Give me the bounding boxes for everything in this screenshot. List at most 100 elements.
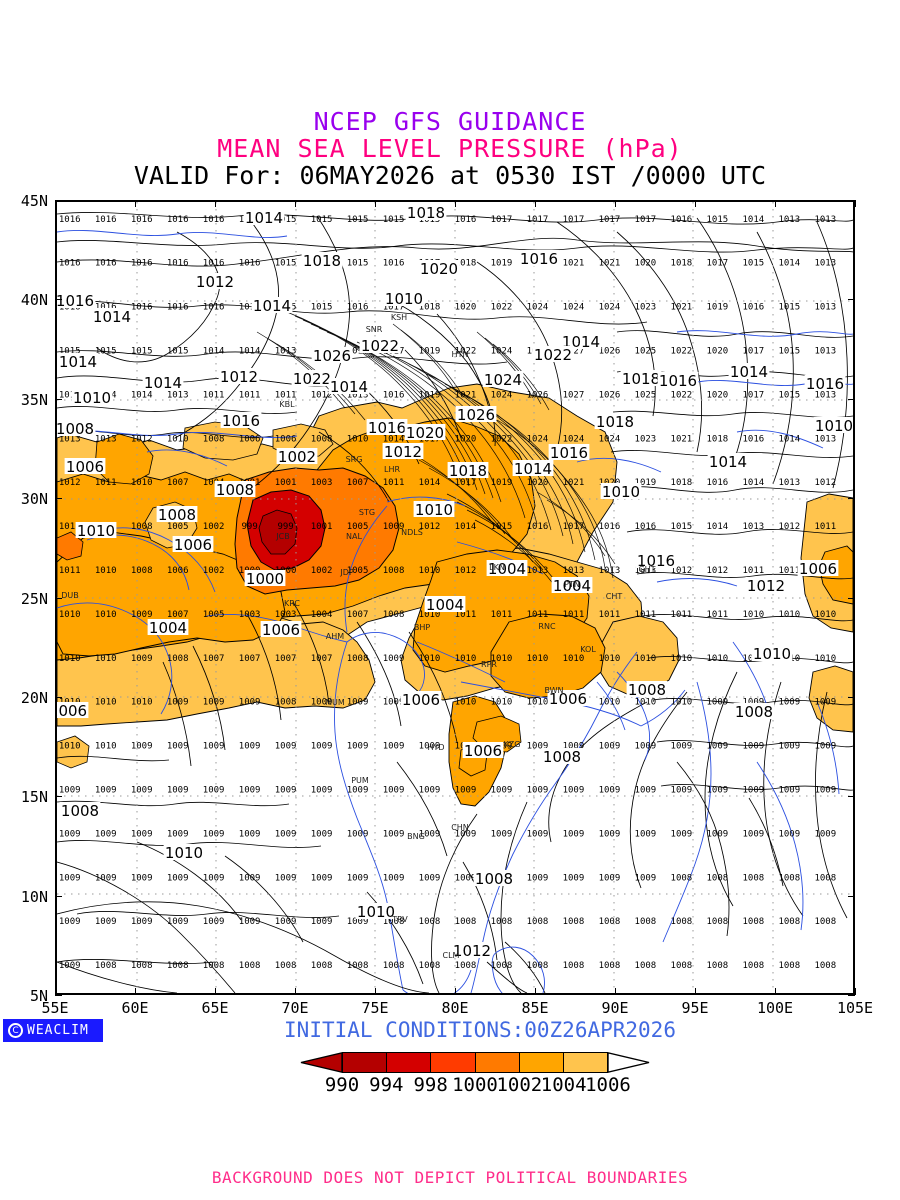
grid-pressure-value: 1008 <box>347 961 369 971</box>
axis-tick <box>215 988 216 995</box>
grid-pressure-value: 1013 <box>635 566 657 576</box>
grid-pressure-value: 1009 <box>419 873 441 883</box>
grid-pressure-value: 1008 <box>491 917 513 927</box>
title-line-valid-time: VALID For: 06MAY2026 at 0530 IST /0000 U… <box>133 161 767 190</box>
axis-tick <box>375 988 376 995</box>
grid-pressure-value: 1020 <box>455 434 477 444</box>
contour-label: 1008 <box>735 703 773 721</box>
grid-pressure-value: 1011 <box>239 390 261 400</box>
grid-pressure-value: 1011 <box>275 390 297 400</box>
contour-label: 1018 <box>596 413 634 431</box>
city-label-clm: CLM <box>443 951 460 960</box>
grid-pressure-value: 1002 <box>203 522 225 532</box>
grid-pressure-value: 1011 <box>814 522 836 532</box>
contour-label-bg <box>163 844 205 860</box>
grid-pressure-value: 1019 <box>419 346 441 356</box>
weaclim-label: WEACLIM <box>27 1023 89 1038</box>
grid-pressure-value: 1008 <box>778 917 800 927</box>
copyright-icon: C <box>8 1023 23 1038</box>
grid-pressure-value: 1007 <box>167 478 189 488</box>
grid-pressure-value: 1009 <box>347 917 369 927</box>
grid-pressure-value: 1008 <box>707 917 729 927</box>
city-label-bng: BNG <box>407 832 425 841</box>
contour-label: 1022 <box>361 337 399 355</box>
contour-label-bg <box>547 690 589 706</box>
grid-pressure-value: 1008 <box>311 434 333 444</box>
city-label-rpr: RPR <box>481 660 497 669</box>
grid-pressure-value: 1019 <box>707 303 729 313</box>
grid-pressure-value: 1020 <box>635 259 657 269</box>
grid-pressure-value: 1024 <box>599 303 621 313</box>
grid-pressure-value: 1016 <box>95 215 117 225</box>
grid-pressure-value: 1009 <box>742 742 764 752</box>
grid-pressure-value: 1008 <box>131 522 153 532</box>
grid-pressure-value: 1009 <box>383 698 405 708</box>
grid-pressure-value: 1015 <box>311 215 333 225</box>
axis-tick <box>295 200 296 207</box>
grid-pressure-value: 1011 <box>59 522 81 532</box>
grid-pressure-value: 1012 <box>419 522 441 532</box>
city-label-nal: NAL <box>346 532 362 541</box>
grid-pressure-value: 1008 <box>131 566 153 576</box>
grid-pressure-value: 1009 <box>167 873 189 883</box>
contour-label-bg <box>59 802 101 818</box>
grid-pressure-value: 1016 <box>383 390 405 400</box>
grid-pressure-value: 1015 <box>311 303 333 313</box>
grid-pressure-value: 1009 <box>167 742 189 752</box>
contour-label-bg <box>462 742 504 758</box>
colorbar-tick-990: 990 <box>324 1074 360 1096</box>
contour-label-bg <box>473 870 515 886</box>
grid-pressure-value: 1009 <box>95 917 117 927</box>
grid-pressure-value: 1009 <box>347 873 369 883</box>
grid-pressure-value: 1013 <box>814 346 836 356</box>
grid-pressure-value: 1009 <box>383 873 405 883</box>
grid-pressure-value: 1014 <box>383 434 405 444</box>
axis-tick <box>55 200 62 201</box>
grid-pressure-value: 1013 <box>814 390 836 400</box>
city-label-hyd: HYD <box>427 743 444 752</box>
grid-pressure-value: 1015 <box>778 390 800 400</box>
grid-pressure-value: 1009 <box>455 829 477 839</box>
weaclim-logo[interactable]: C WEACLIM <box>3 1019 103 1042</box>
contour-label-bg <box>635 552 677 568</box>
contour-label-bg <box>551 577 593 593</box>
grid-pressure-value: 1011 <box>563 610 585 620</box>
grid-pressure-value: 1013 <box>563 566 585 576</box>
grid-pressure-value: 1002 <box>203 566 225 576</box>
contour-label-bg <box>366 419 408 435</box>
lat-tick-15N: 15N <box>20 788 48 807</box>
axis-tick <box>775 200 776 207</box>
axis-tick <box>455 200 456 207</box>
contour-label-bg <box>355 903 397 919</box>
grid-pressure-value: 1015 <box>59 346 81 356</box>
grid-pressure-value: 1010 <box>455 698 477 708</box>
city-label-kbl: KBL <box>279 400 295 409</box>
colorbar[interactable]: 990 994 998 1000 1002 1004 1006 <box>300 1052 650 1098</box>
grid-pressure-value: 1016 <box>203 303 225 313</box>
grid-pressure-value: 1015 <box>131 346 153 356</box>
grid-pressure-value: 1009 <box>383 829 405 839</box>
grid-pressure-value: 1009 <box>527 829 549 839</box>
grid-pressure-value: 1015 <box>167 346 189 356</box>
grid-pressure-value: 1021 <box>455 390 477 400</box>
axis-tick <box>215 200 216 207</box>
grid-pressure-value: 1012 <box>59 478 81 488</box>
grid-pressure-value: 1008 <box>527 917 549 927</box>
grid-pressure-value: 1011 <box>778 566 800 576</box>
grid-pressure-value: 1011 <box>707 610 729 620</box>
grid-pressure-value: 1008 <box>635 961 657 971</box>
contour-label-bg <box>512 460 554 476</box>
grid-pressure-value: 1008 <box>167 961 189 971</box>
grid-pressure-value: 1010 <box>671 654 693 664</box>
contour-label: 1010 <box>415 501 453 519</box>
axis-tick <box>848 398 855 400</box>
map-plot-area[interactable]: 1016101610161016101610151015101510151015… <box>55 200 855 995</box>
grid-pressure-value: 1013 <box>778 215 800 225</box>
grid-pressure-value: 1010 <box>95 654 117 664</box>
grid-pressure-value: 1007 <box>347 478 369 488</box>
grid-pressure-value: 1018 <box>419 303 441 313</box>
contour-label-bg <box>194 273 236 289</box>
grid-pressure-value: 1026 <box>599 346 621 356</box>
axis-tick <box>695 200 696 207</box>
grid-pressure-value: 1008 <box>563 961 585 971</box>
